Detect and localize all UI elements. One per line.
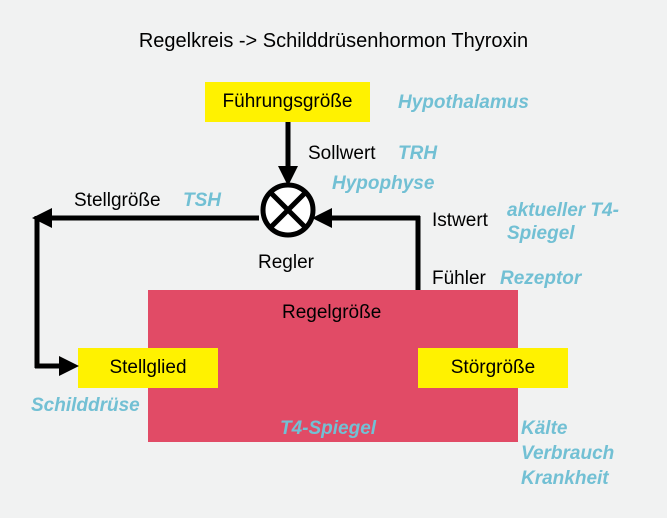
stellgroesse-label: Stellgröße bbox=[74, 190, 161, 212]
fuehler-label: Fühler bbox=[432, 268, 486, 290]
bio-t4-spiegel: T4-Spiegel bbox=[280, 418, 376, 440]
fuehrungsgroesse-box: Führungsgröße bbox=[205, 82, 370, 122]
bio-aktueller-t4-1: aktueller T4- bbox=[507, 200, 619, 222]
sollwert-label: Sollwert bbox=[308, 143, 376, 165]
stoergroesse-box: Störgröße bbox=[418, 348, 568, 388]
stellglied-box: Stellglied bbox=[78, 348, 218, 388]
bio-kaelte: Kälte bbox=[521, 418, 567, 440]
bio-trh: TRH bbox=[398, 143, 437, 165]
bio-hypothalamus: Hypothalamus bbox=[398, 92, 529, 114]
bio-rezeptor: Rezeptor bbox=[500, 268, 581, 290]
bio-aktueller-t4-2: Spiegel bbox=[507, 223, 575, 245]
bio-krankheit: Krankheit bbox=[521, 468, 609, 490]
istwert-label: Istwert bbox=[432, 210, 488, 232]
bio-tsh: TSH bbox=[183, 190, 221, 212]
regelgroesse-label: Regelgröße bbox=[282, 302, 381, 324]
regler-label: Regler bbox=[258, 252, 314, 274]
diagram-title: Regelkreis -> Schilddrüsenhormon Thyroxi… bbox=[0, 30, 667, 53]
bio-hypophyse: Hypophyse bbox=[332, 173, 434, 195]
bio-schilddruese: Schilddrüse bbox=[31, 395, 140, 417]
bio-verbrauch: Verbrauch bbox=[521, 443, 614, 465]
